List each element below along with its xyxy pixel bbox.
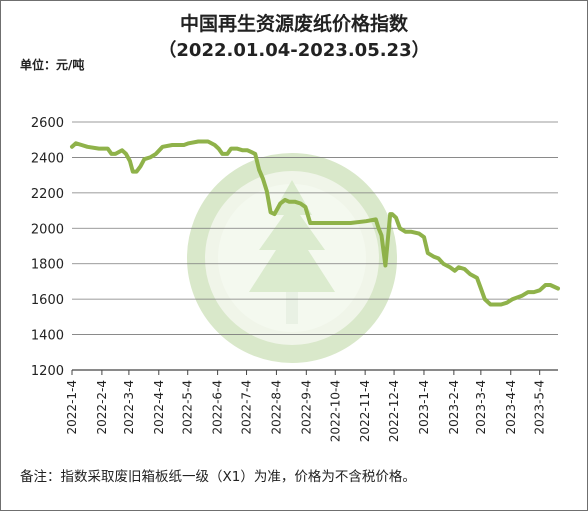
x-tick-label: 2022-1-4: [65, 380, 79, 434]
x-tick-label: 2022-4-4: [152, 380, 166, 434]
unit-label: 单位：元/吨: [20, 58, 85, 72]
x-tick-label: 2023-4-4: [504, 380, 518, 434]
footnote: 备注：指数采取废旧箱板纸一级（X1）为准，价格为不含税价格。: [20, 469, 416, 485]
x-tick-label: 2023-1-4: [417, 380, 431, 434]
y-tick-label: 1800: [31, 258, 64, 273]
x-tick-label: 2022-10-4: [328, 380, 342, 442]
x-tick-label: 2023-3-4: [474, 380, 488, 434]
x-tick-label: 2022-6-4: [211, 380, 225, 434]
x-tick-label: 2022-7-4: [240, 380, 254, 434]
x-tick-label: 2023-5-4: [533, 380, 547, 434]
x-tick-label: 2023-2-4: [447, 380, 461, 434]
x-axis: 2022-1-4 2022-2-4 2022-3-4 2022-4-4 2022-5-4…: [65, 370, 547, 442]
y-tick-label: 2000: [31, 222, 64, 237]
y-tick-label: 2600: [31, 116, 64, 131]
x-tick-label: 2022-11-4: [358, 380, 372, 442]
y-axis: 1200 1400 1600 1800 2000 2200 2400 2600: [31, 116, 64, 379]
y-tick-label: 1400: [31, 329, 64, 344]
y-tick-label: 1600: [31, 293, 64, 308]
x-tick-label: 2022-9-4: [299, 380, 313, 434]
y-tick-label: 2400: [31, 151, 64, 166]
watermark-logo: [187, 153, 397, 363]
x-tick-label: 2022-2-4: [95, 380, 109, 434]
y-tick-label: 1200: [31, 364, 64, 379]
x-tick-label: 2022-8-4: [269, 380, 283, 434]
chart-title: 中国再生资源废纸价格指数: [179, 13, 408, 35]
x-tick-label: 2022-5-4: [181, 380, 195, 434]
x-tick-label: 2022-3-4: [122, 380, 136, 434]
x-tick-label: 2022-12-4: [387, 380, 401, 442]
price-index-line: [70, 139, 560, 307]
y-tick-label: 2200: [31, 187, 64, 202]
chart-subtitle: （2022.01.04-2023.05.23）: [158, 40, 430, 61]
